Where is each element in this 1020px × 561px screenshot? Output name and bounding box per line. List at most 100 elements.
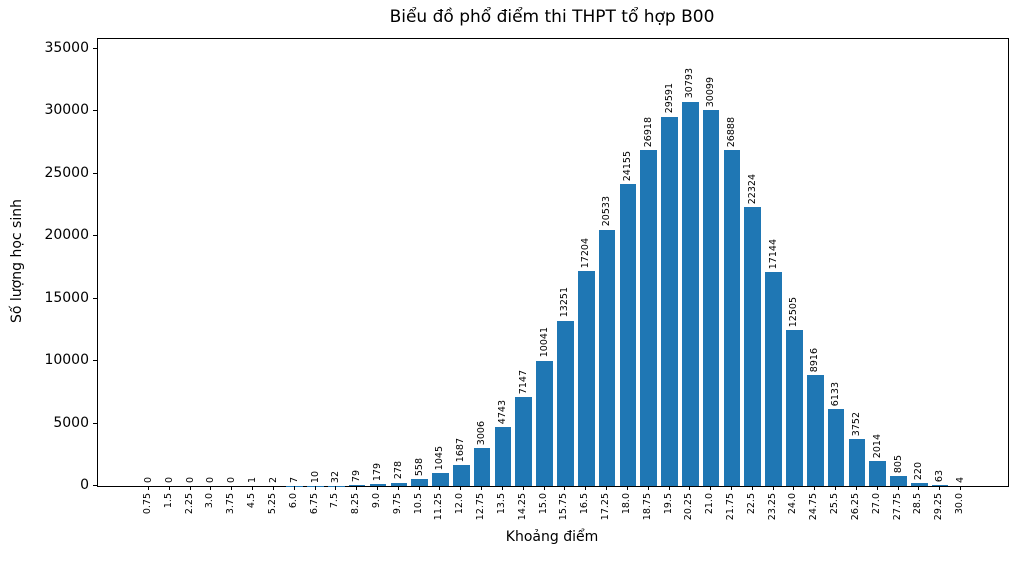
x-tick-mark xyxy=(689,486,691,490)
x-tick-mark xyxy=(647,486,649,490)
x-tick-label: 20.25 xyxy=(683,493,695,521)
bar xyxy=(723,150,741,486)
bar xyxy=(536,360,553,486)
x-tick-mark xyxy=(272,486,274,490)
y-tick-mark xyxy=(93,485,97,486)
x-axis-label: Khoảng điểm xyxy=(505,529,599,545)
bar xyxy=(702,110,720,486)
bar xyxy=(619,184,637,486)
y-axis-label: Số lượng học sinh xyxy=(9,199,25,324)
x-tick-mark xyxy=(356,486,358,490)
x-tick-label: 24.75 xyxy=(808,493,820,521)
x-tick-label: 18.75 xyxy=(641,493,653,521)
y-tick-mark xyxy=(93,297,97,299)
bar xyxy=(931,485,949,486)
x-tick-label: 12.75 xyxy=(475,493,487,521)
x-tick-mark xyxy=(314,486,316,490)
bar xyxy=(765,271,782,486)
bar xyxy=(494,426,512,486)
bar-value-label: 17144 xyxy=(767,238,779,269)
x-tick-mark xyxy=(501,486,503,490)
bar xyxy=(557,320,574,486)
x-tick-label: 29.25 xyxy=(933,493,945,521)
bar xyxy=(577,271,595,486)
bar-value-label: 30099 xyxy=(705,76,717,108)
x-tick-label: 3.0 xyxy=(204,493,216,509)
x-tick-label: 23.25 xyxy=(766,493,778,521)
bar xyxy=(911,483,928,486)
bar-value-label: 1045 xyxy=(434,445,446,470)
x-tick-mark xyxy=(481,486,483,490)
bar-value-label: 7 xyxy=(288,476,300,483)
bar-value-label: 1687 xyxy=(455,437,467,462)
x-tick-mark xyxy=(793,486,795,490)
x-tick-mark xyxy=(439,486,441,490)
y-tick-mark xyxy=(93,110,97,112)
x-tick-label: 4.5 xyxy=(246,493,258,509)
bar-value-label: 32 xyxy=(330,470,342,483)
x-tick-mark xyxy=(210,486,212,490)
x-tick-label: 7.5 xyxy=(329,493,341,509)
y-tick-label: 30000 xyxy=(44,102,89,119)
y-tick-label: 5000 xyxy=(53,414,89,431)
bar-value-label: 0 xyxy=(205,476,217,483)
bar-value-label: 24155 xyxy=(621,151,633,182)
bar-value-label: 13251 xyxy=(559,287,571,318)
x-tick-mark xyxy=(835,486,837,490)
bar xyxy=(369,483,387,486)
bar-value-label: 3006 xyxy=(476,421,488,446)
bar xyxy=(890,475,907,486)
x-tick-label: 6.75 xyxy=(308,493,320,515)
bar-value-label: 6133 xyxy=(830,382,842,407)
bar-value-label: 2014 xyxy=(871,433,883,458)
x-tick-label: 21.0 xyxy=(704,493,716,515)
x-tick-label: 8.25 xyxy=(350,493,362,515)
bar-value-label: 0 xyxy=(184,476,196,483)
x-tick-label: 11.25 xyxy=(433,493,445,521)
x-tick-label: 6.0 xyxy=(287,493,299,509)
x-tick-mark xyxy=(252,486,254,490)
bar-value-label: 0 xyxy=(226,476,238,483)
x-tick-label: 22.5 xyxy=(745,493,757,515)
x-tick-mark xyxy=(897,486,899,490)
bar-value-label: 4743 xyxy=(496,399,508,424)
x-tick-mark xyxy=(397,486,399,490)
bar-value-label: 7147 xyxy=(517,369,529,394)
bar-value-label: 805 xyxy=(892,454,904,473)
bar-value-label: 12505 xyxy=(788,296,800,327)
x-tick-label: 9.0 xyxy=(371,493,383,509)
bar-value-label: 1 xyxy=(247,476,259,483)
bar-value-label: 179 xyxy=(372,462,384,481)
bar xyxy=(473,448,491,486)
x-tick-mark xyxy=(522,486,524,490)
bar-value-label: 4 xyxy=(955,476,966,483)
y-tick-label: 35000 xyxy=(44,40,89,56)
x-tick-label: 12.0 xyxy=(454,493,466,515)
bar xyxy=(848,439,866,486)
x-tick-mark xyxy=(606,486,608,490)
x-tick-mark xyxy=(855,486,857,490)
x-tick-label: 0.75 xyxy=(142,493,153,515)
bar-value-label: 10041 xyxy=(538,327,550,358)
x-tick-label: 10.5 xyxy=(412,493,424,515)
x-tick-label: 1.5 xyxy=(162,493,174,509)
x-tick-label: 9.75 xyxy=(391,493,403,515)
y-tick-label: 25000 xyxy=(44,164,89,181)
bar xyxy=(432,472,449,486)
x-tick-label: 19.5 xyxy=(662,493,674,515)
y-tick-mark xyxy=(93,360,97,362)
x-tick-label: 28.5 xyxy=(912,493,924,515)
x-tick-mark xyxy=(918,486,920,490)
x-tick-mark xyxy=(377,486,379,490)
x-tick-mark xyxy=(710,486,712,490)
x-tick-label: 21.75 xyxy=(724,493,736,521)
x-tick-mark xyxy=(814,486,816,490)
x-tick-mark xyxy=(772,486,774,490)
x-tick-mark xyxy=(730,486,732,490)
x-tick-label: 25.5 xyxy=(829,493,841,515)
x-tick-mark xyxy=(168,486,170,490)
x-tick-mark xyxy=(543,486,545,490)
y-tick-label: 10000 xyxy=(44,352,89,369)
y-tick-mark xyxy=(93,422,97,424)
y-tick-label: 15000 xyxy=(44,289,89,306)
